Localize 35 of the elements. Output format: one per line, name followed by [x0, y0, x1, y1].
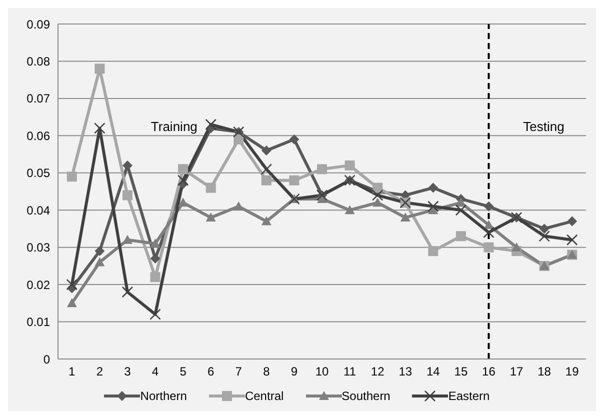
y-tick-label: 0.09 — [26, 17, 50, 32]
y-tick-label: 0 — [43, 352, 50, 366]
x-tick-label: 14 — [426, 364, 440, 379]
x-tick-label: 17 — [510, 364, 524, 379]
legend-label: Southern — [342, 389, 390, 403]
x-tick-label: 19 — [565, 364, 580, 379]
x-tick-label: 1 — [68, 364, 76, 379]
y-tick-label: 0.02 — [26, 278, 50, 292]
y-tick-label: 0.07 — [26, 92, 50, 106]
x-tick-label: 15 — [454, 364, 468, 379]
x-tick-label: 4 — [152, 364, 159, 379]
x-tick-label: 9 — [290, 364, 298, 379]
y-tick-label: 0.05 — [26, 166, 50, 180]
y-tick-label: 0.03 — [26, 240, 50, 255]
annotation: Testing — [523, 119, 564, 134]
x-tick-label: 18 — [538, 364, 552, 379]
annotation: Training — [150, 119, 198, 134]
x-tick-label: 6 — [208, 364, 214, 379]
y-tick-label: 0.06 — [26, 128, 50, 143]
x-tick-label: 10 — [315, 364, 329, 379]
x-tick-label: 2 — [96, 364, 104, 379]
x-tick-label: 11 — [344, 364, 356, 379]
y-tick-label: 0.08 — [26, 54, 50, 68]
x-tick-label: 3 — [124, 364, 132, 379]
y-tick-label: 0.01 — [26, 315, 50, 330]
x-tick-label: 5 — [180, 364, 187, 379]
x-tick-label: 8 — [263, 364, 270, 379]
legend-label: Central — [244, 389, 284, 403]
y-tick-label: 0.04 — [26, 203, 50, 218]
legend-label: Eastern — [448, 389, 490, 403]
x-tick-label: 16 — [482, 364, 496, 379]
legend-label: Northern — [140, 389, 187, 403]
x-tick-label: 12 — [370, 364, 385, 379]
x-tick-label: 13 — [398, 364, 412, 379]
x-tick-label: 7 — [235, 364, 242, 379]
